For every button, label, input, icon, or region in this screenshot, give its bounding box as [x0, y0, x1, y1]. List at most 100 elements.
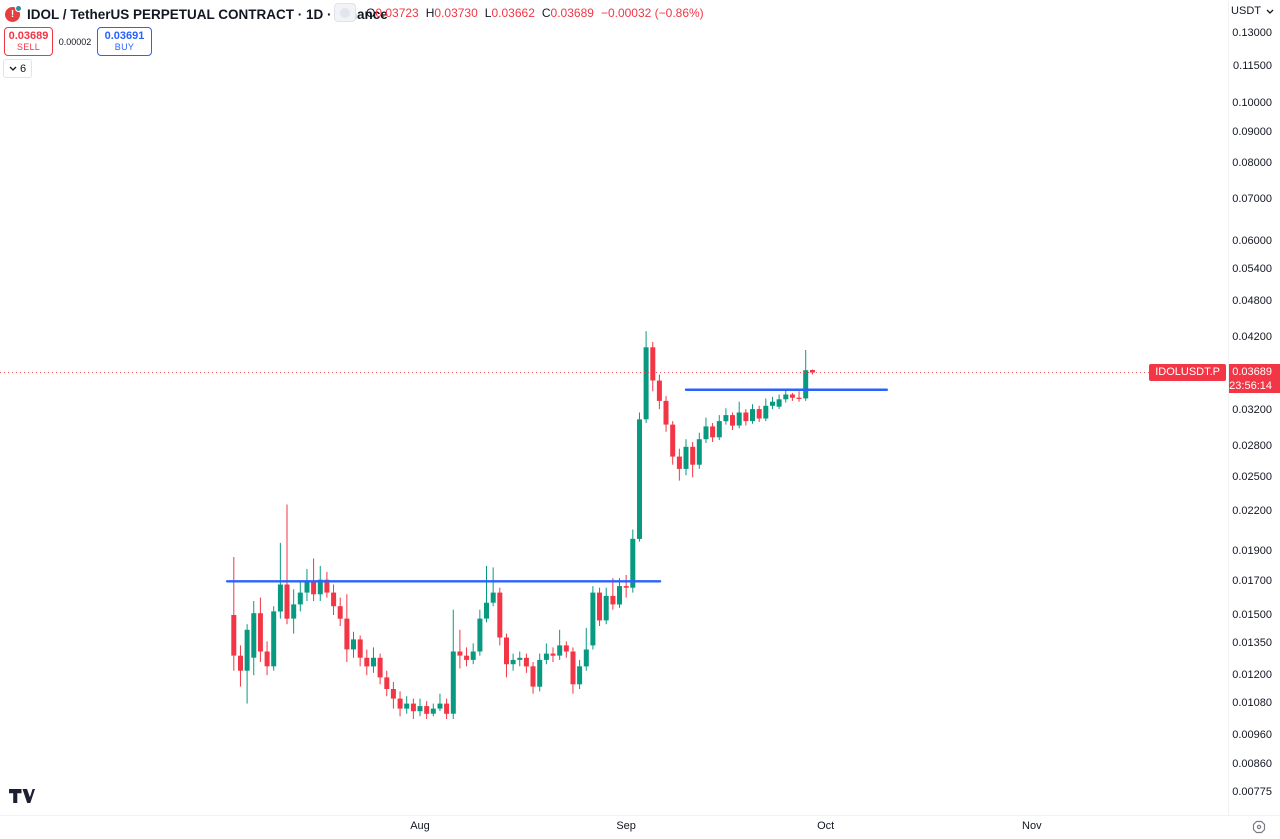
candle-body	[557, 645, 563, 656]
candle-body	[530, 666, 536, 687]
candle-body	[710, 426, 716, 438]
candle-body	[490, 592, 496, 603]
candle-body	[650, 347, 656, 381]
candle-body	[756, 409, 762, 419]
price-tick-label: 0.01700	[1232, 574, 1272, 587]
price-tick-label: 0.11500	[1233, 59, 1272, 72]
candle-body	[304, 581, 310, 593]
last-price-value: 0.03689	[1232, 366, 1272, 379]
candle-body	[297, 592, 303, 605]
price-tick-label: 0.13000	[1232, 26, 1272, 39]
price-axis-currency-selector[interactable]: USDT	[1231, 5, 1274, 17]
candle-body	[537, 659, 543, 687]
candle-body	[251, 613, 257, 658]
candle-body	[277, 584, 283, 612]
candle-body	[437, 703, 443, 709]
candle-body	[238, 655, 243, 671]
candle-body	[656, 380, 662, 401]
candle-body	[610, 595, 616, 605]
object-tree-chip[interactable]: 6	[3, 59, 33, 78]
candle-body	[803, 370, 809, 399]
candle-body	[457, 651, 463, 656]
time-axis[interactable]: Aug Sep Oct Nov	[0, 815, 1280, 836]
gear-icon[interactable]	[1252, 820, 1266, 839]
candle-body	[637, 419, 642, 539]
candle-body	[783, 394, 789, 400]
price-tick-label: 0.01900	[1232, 544, 1272, 557]
candle-body	[743, 412, 749, 422]
price-tick-label: 0.09000	[1232, 125, 1272, 138]
price-tick-label: 0.06000	[1232, 234, 1272, 247]
candle-body	[291, 604, 297, 619]
candle-countdown: 23:56:14	[1229, 380, 1272, 393]
price-tick-label: 0.07000	[1232, 193, 1272, 206]
symbol-title[interactable]: IDOL / TetherUS PERPETUAL CONTRACT · 1D …	[27, 6, 388, 22]
candle-body	[331, 592, 337, 607]
candle-body	[577, 666, 583, 685]
candle-body	[344, 618, 350, 650]
loading-indicator	[334, 3, 356, 22]
candle-body	[663, 400, 669, 425]
candle-body	[703, 426, 709, 440]
candle-body	[543, 653, 549, 660]
candle-body	[583, 649, 589, 667]
candle-body	[623, 586, 629, 588]
low-label: L	[484, 6, 492, 20]
candle-body	[630, 538, 636, 588]
candles-layer	[231, 331, 815, 719]
low-value: 0.03662	[491, 6, 535, 20]
candle-body	[696, 439, 702, 465]
ohlc-readout: O0.03723 H0.03730 L0.03662 C0.03689 −0.00032…	[366, 6, 704, 20]
candle-body	[789, 394, 795, 398]
price-tick-label: 0.10000	[1232, 97, 1272, 110]
buy-button[interactable]: 0.03691 BUY	[97, 27, 152, 56]
candle-body	[377, 657, 383, 678]
time-tick-label: Oct	[817, 820, 835, 832]
price-tick-label: 0.05400	[1232, 263, 1272, 276]
candle-body	[364, 657, 370, 667]
sell-button[interactable]: 0.03689 SELL	[4, 27, 53, 56]
high-value: 0.03730	[434, 6, 478, 20]
open-value: 0.03723	[375, 6, 419, 20]
candle-body	[676, 456, 682, 469]
candle-body	[371, 657, 376, 667]
candle-body	[477, 618, 483, 652]
price-tick-label: 0.03200	[1232, 404, 1272, 417]
time-tick-label: Nov	[1022, 820, 1042, 832]
candle-body	[464, 655, 470, 660]
candle-body	[563, 645, 569, 652]
candle-body	[357, 639, 363, 658]
candle-body	[271, 611, 277, 667]
candle-body	[444, 703, 450, 714]
price-axis[interactable]: USDT 0.03689 23:56:14 0.13000 0.11500 0.10…	[1228, 0, 1280, 815]
last-price-symbol-tag[interactable]: IDOLUSDT.P	[1149, 364, 1226, 382]
candle-body	[317, 579, 323, 595]
candle-body	[770, 401, 775, 406]
candle-body	[337, 606, 343, 619]
candle-body	[597, 592, 602, 621]
candlestick-chart[interactable]	[0, 0, 1280, 815]
candle-body	[430, 708, 436, 714]
candle-body	[257, 613, 263, 652]
candle-body	[690, 446, 696, 465]
candle-body	[384, 677, 390, 689]
high-label: H	[425, 6, 435, 20]
candle-body	[390, 689, 396, 699]
last-price-axis-label: 0.03689 23:56:14	[1229, 364, 1280, 394]
price-tick-label: 0.04200	[1232, 331, 1272, 344]
price-tick-label: 0.02200	[1232, 505, 1272, 518]
symbol-header[interactable]: ! IDOL / TetherUS PERPETUAL CONTRACT · 1…	[5, 4, 388, 24]
candle-body	[484, 602, 489, 619]
candle-body	[351, 639, 356, 650]
trade-widget: 0.03689 SELL 0.00002 0.03691 BUY	[4, 27, 152, 56]
candle-body	[643, 347, 649, 420]
candle-body	[504, 637, 509, 665]
price-tick-label: 0.00775	[1232, 786, 1272, 799]
candle-body	[603, 595, 609, 621]
tradingview-logo[interactable]	[9, 789, 35, 809]
candle-body	[796, 397, 802, 399]
candle-body	[417, 706, 423, 712]
change-value: −0.00032 (−0.86%)	[600, 6, 704, 20]
candle-body	[523, 657, 529, 667]
price-tick-label: 0.00860	[1232, 758, 1272, 771]
